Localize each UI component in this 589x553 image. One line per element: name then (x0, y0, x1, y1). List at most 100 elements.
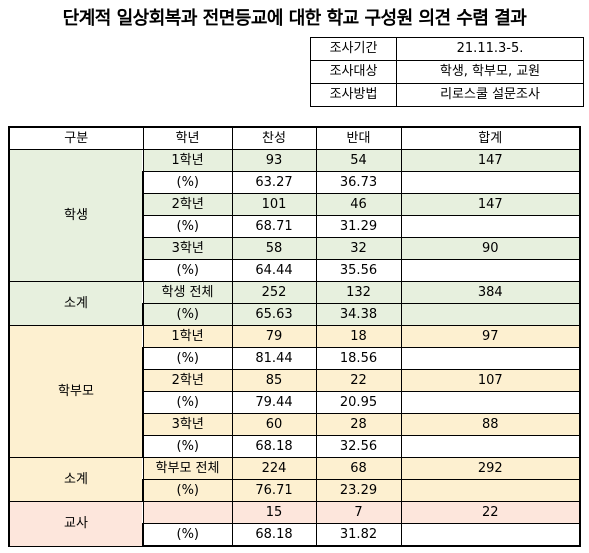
no-cell: 18 (315, 325, 402, 348)
info-key: 조사방법 (310, 83, 397, 107)
total-cell: 97 (400, 325, 581, 348)
total-cell (400, 523, 581, 547)
info-value: 학생, 학부모, 교원 (396, 60, 584, 84)
no-cell: 23.29 (315, 479, 402, 502)
info-value: 리로스쿨 설문조사 (396, 83, 584, 107)
table-row: (%) 63.27 36.73 (9, 171, 581, 194)
header-cell: 구분 (8, 126, 144, 150)
total-cell (400, 391, 581, 414)
yes-cell: 60 (231, 413, 317, 436)
yes-cell: 68.18 (231, 435, 317, 458)
total-cell: 22 (400, 501, 581, 524)
table-row: (%) 76.71 23.29 (9, 479, 581, 502)
results-table: 구분 학년 찬성 반대 합계 학생 1학년 93 54 147 (%) 63.2… (8, 126, 581, 547)
total-cell: 88 (400, 413, 581, 436)
grade-cell: (%) (142, 215, 233, 238)
total-cell: 147 (400, 149, 581, 172)
grade-cell: 3학년 (142, 413, 233, 436)
grade-cell: 1학년 (142, 325, 233, 348)
yes-cell: 85 (231, 369, 317, 392)
no-cell: 31.82 (315, 523, 402, 547)
table-row: (%) 79.44 20.95 (9, 391, 581, 414)
yes-cell: 93 (231, 149, 317, 172)
grade-cell: (%) (142, 523, 233, 547)
no-cell: 68 (315, 457, 402, 480)
grade-cell: 2학년 (142, 193, 233, 216)
no-cell: 54 (315, 149, 402, 172)
yes-cell: 79.44 (231, 391, 317, 414)
grade-cell (142, 501, 233, 524)
total-cell (400, 215, 581, 238)
header-cell: 찬성 (231, 126, 317, 150)
table-row: 교사 15 7 22 (8, 501, 581, 547)
info-row-method: 조사방법 리로스쿨 설문조사 (310, 83, 584, 107)
yes-cell: 76.71 (231, 479, 317, 502)
grade-cell: 2학년 (142, 369, 233, 392)
no-cell: 36.73 (315, 171, 402, 194)
grade-cell: 학생 전체 (142, 281, 233, 304)
table-row: 학생 1학년 93 54 147 (8, 149, 581, 282)
total-cell (400, 435, 581, 458)
yes-cell: 58 (231, 237, 317, 260)
total-cell (400, 171, 581, 194)
no-cell: 32 (315, 237, 402, 260)
no-cell: 31.29 (315, 215, 402, 238)
yes-cell: 68.71 (231, 215, 317, 238)
grade-cell: (%) (142, 303, 233, 326)
info-row-target: 조사대상 학생, 학부모, 교원 (310, 60, 584, 84)
total-cell: 107 (400, 369, 581, 392)
no-cell: 34.38 (315, 303, 402, 326)
grade-cell: (%) (142, 259, 233, 282)
grade-cell: 1학년 (142, 149, 233, 172)
no-cell: 46 (315, 193, 402, 216)
yes-cell: 68.18 (231, 523, 317, 547)
table-row: 소계 학생 전체 252 132 384 (8, 281, 581, 326)
total-cell: 90 (400, 237, 581, 260)
survey-info-table: 조사기간 21.11.3-5. 조사대상 학생, 학부모, 교원 조사방법 리로… (310, 37, 584, 107)
grade-cell: (%) (142, 479, 233, 502)
info-key: 조사대상 (310, 60, 397, 84)
total-cell (400, 259, 581, 282)
no-cell: 35.56 (315, 259, 402, 282)
yes-cell: 224 (231, 457, 317, 480)
info-value: 21.11.3-5. (396, 37, 584, 61)
yes-cell: 64.44 (231, 259, 317, 282)
table-row: (%) 65.63 34.38 (9, 303, 581, 326)
table-row: (%) 81.44 18.56 (9, 347, 581, 370)
yes-cell: 252 (231, 281, 317, 304)
total-cell: 292 (400, 457, 581, 480)
no-cell: 22 (315, 369, 402, 392)
total-cell: 384 (400, 281, 581, 304)
header-cell: 합계 (400, 126, 581, 150)
total-cell (400, 347, 581, 370)
header-cell: 반대 (315, 126, 402, 150)
group-label-parent-subtotal: 소계 (8, 457, 144, 502)
yes-cell: 101 (231, 193, 317, 216)
group-label-student-subtotal: 소계 (8, 281, 144, 326)
grade-cell: (%) (142, 435, 233, 458)
table-row: (%) 68.71 31.29 (9, 215, 581, 238)
total-cell (400, 479, 581, 502)
yes-cell: 81.44 (231, 347, 317, 370)
yes-cell: 79 (231, 325, 317, 348)
group-label-teacher: 교사 (8, 501, 144, 547)
table-row: 소계 학부모 전체 224 68 292 (8, 457, 581, 502)
yes-cell: 63.27 (231, 171, 317, 194)
grade-cell: 3학년 (142, 237, 233, 260)
table-row: (%) 68.18 31.82 (9, 523, 581, 547)
grade-cell: (%) (142, 391, 233, 414)
yes-cell: 65.63 (231, 303, 317, 326)
no-cell: 7 (315, 501, 402, 524)
no-cell: 132 (315, 281, 402, 304)
table-row: 학부모 1학년 79 18 97 (8, 325, 581, 458)
grade-cell: 학부모 전체 (142, 457, 233, 480)
table-row: 3학년 58 32 90 (9, 237, 581, 260)
group-label-parent: 학부모 (8, 325, 144, 458)
no-cell: 20.95 (315, 391, 402, 414)
no-cell: 32.56 (315, 435, 402, 458)
page-title: 단계적 일상회복과 전면등교에 대한 학교 구성원 의견 수렴 결과 (62, 8, 527, 29)
header-cell: 학년 (142, 126, 233, 150)
yes-cell: 15 (231, 501, 317, 524)
total-cell (400, 303, 581, 326)
group-label-student: 학생 (8, 149, 144, 282)
